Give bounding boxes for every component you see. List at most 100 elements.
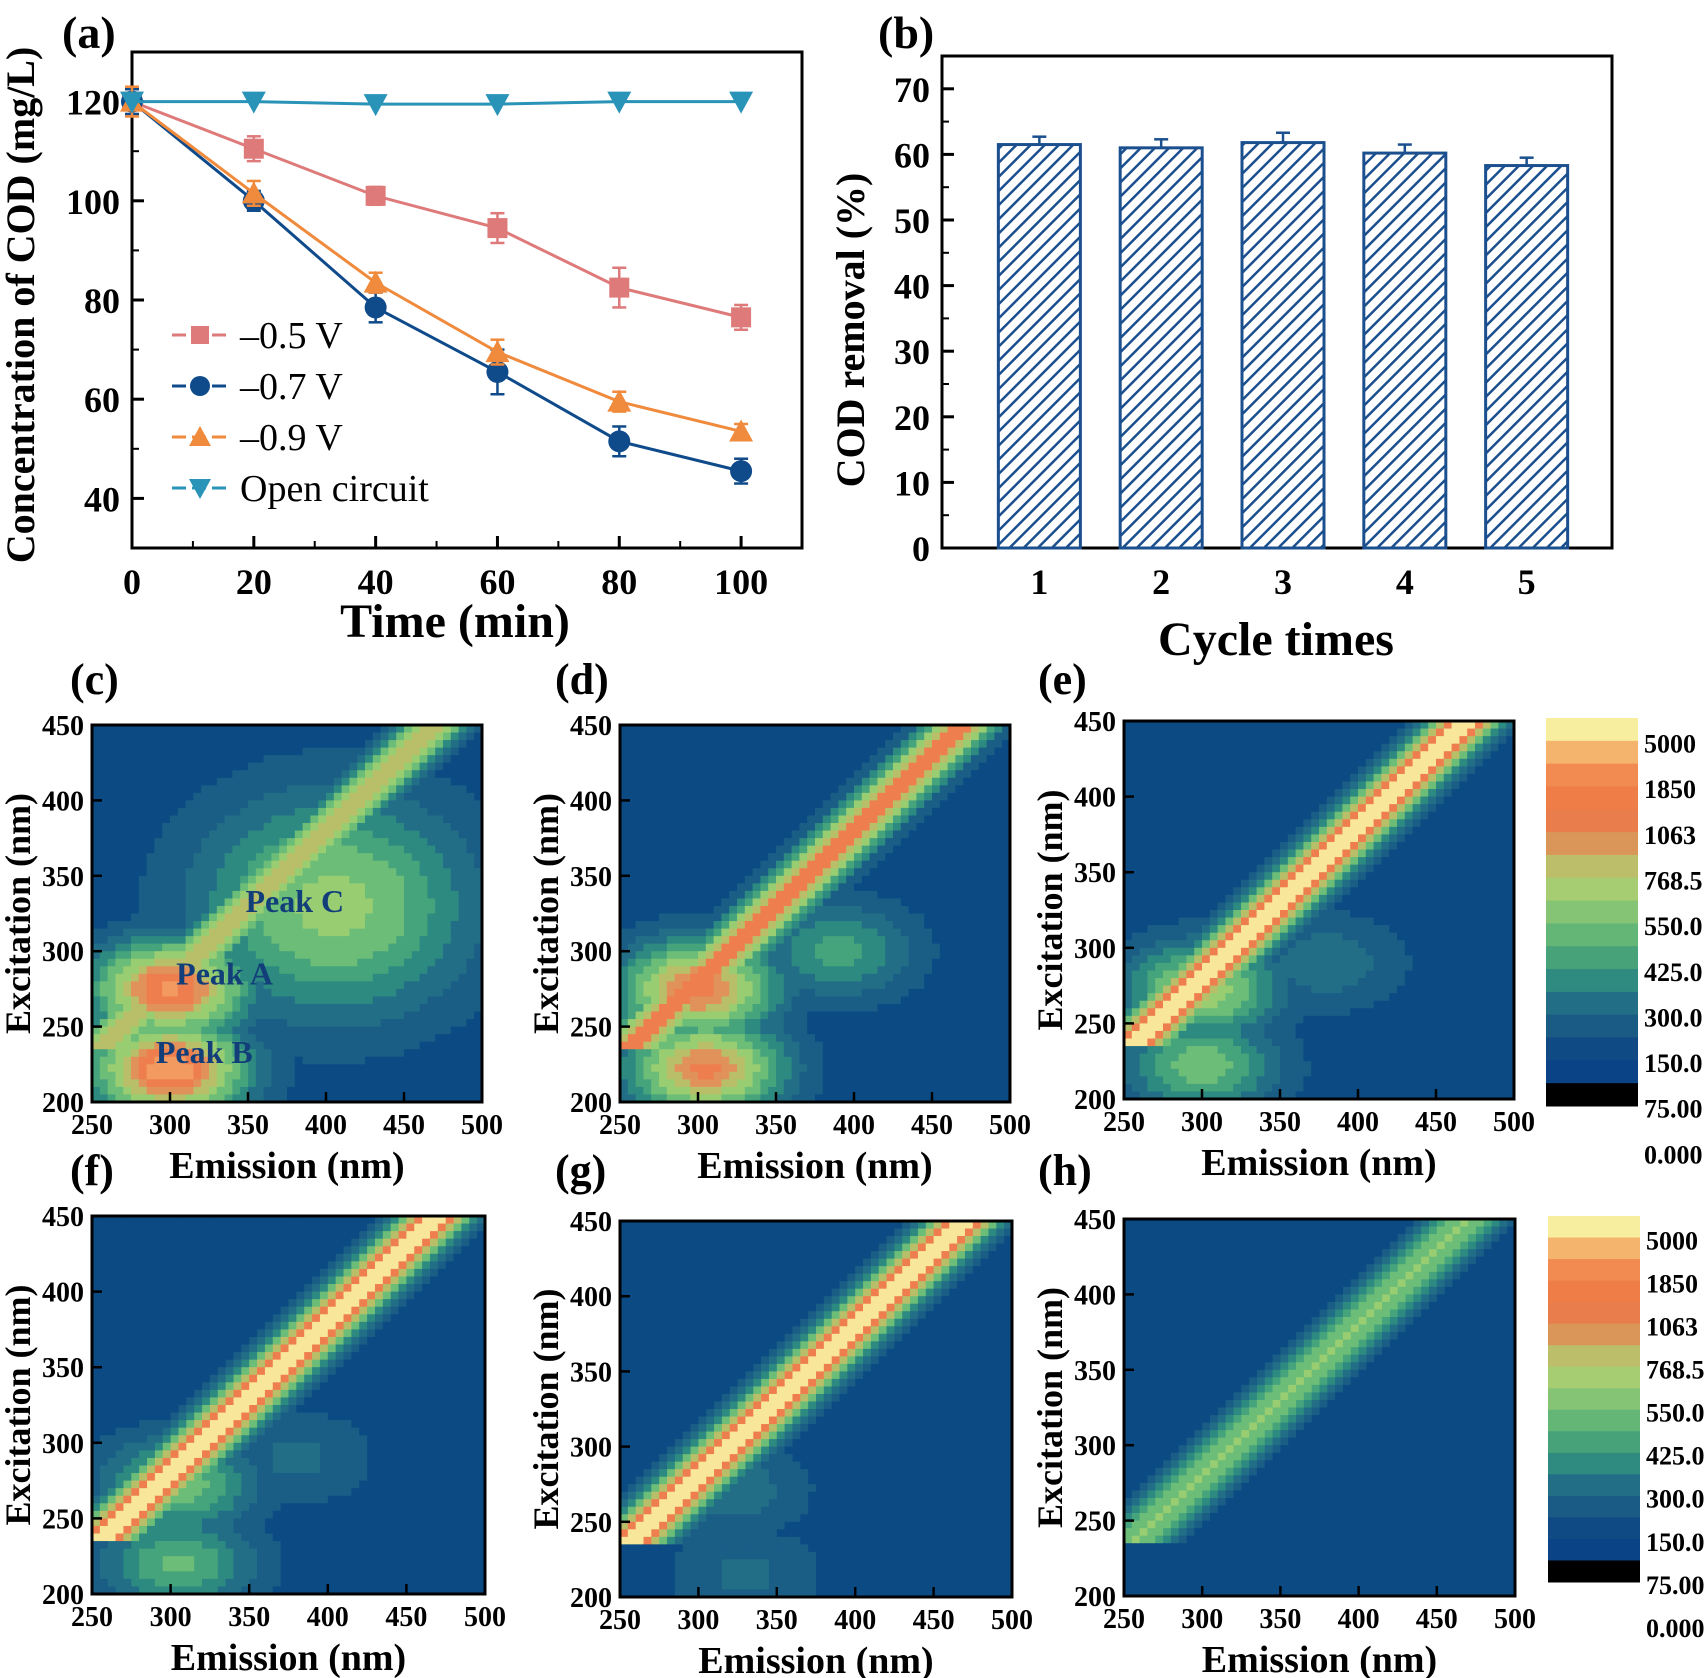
- contour-cell: [435, 785, 444, 794]
- contour-cell: [162, 1079, 171, 1088]
- contour-cell: [900, 1011, 910, 1020]
- contour-cell: [924, 1011, 933, 1020]
- marker-triangle-down: [607, 91, 632, 114]
- contour-cell: [861, 913, 871, 922]
- contour-cell: [146, 1003, 155, 1013]
- contour-cell: [123, 928, 132, 937]
- contour-cell: [659, 1041, 668, 1050]
- contour-cell: [877, 747, 886, 756]
- contour-cell: [783, 860, 793, 869]
- contour-cell: [971, 966, 980, 975]
- contour-cell: [869, 943, 878, 952]
- contour-cell: [620, 815, 629, 824]
- contour-cell: [776, 905, 785, 915]
- contour-cell: [838, 905, 847, 915]
- contour-cell: [744, 936, 754, 945]
- contour-cell: [318, 830, 327, 839]
- contour-cell: [885, 966, 894, 975]
- contour-cell: [908, 785, 917, 794]
- contour-cell: [162, 1064, 171, 1073]
- contour-cell: [310, 966, 319, 975]
- contour-cell: [635, 958, 644, 967]
- contour-cell: [154, 981, 163, 990]
- contour-cell: [263, 1056, 272, 1065]
- contour-cell: [209, 1026, 218, 1035]
- contour-cell: [627, 1019, 637, 1028]
- contour-cell: [955, 740, 964, 749]
- contour-cell: [620, 928, 629, 937]
- contour-cell: [986, 1056, 995, 1065]
- contour-cell: [674, 747, 683, 756]
- contour-cell: [123, 936, 132, 945]
- contour-cell: [357, 943, 366, 952]
- contour-cell: [177, 905, 187, 915]
- contour-cell: [107, 740, 116, 749]
- contour-cell: [411, 815, 421, 824]
- contour-cell: [263, 905, 272, 915]
- contour-cell: [877, 770, 886, 779]
- contour-cell: [357, 1034, 366, 1043]
- marker-square: [609, 277, 630, 298]
- contour-cell: [916, 868, 925, 877]
- contour-cell: [279, 1079, 288, 1088]
- contour-cell: [107, 845, 116, 854]
- contour-cell: [986, 951, 995, 960]
- contour-cell: [651, 958, 660, 967]
- contour-cell: [349, 1026, 358, 1035]
- contour-cell: [318, 838, 327, 847]
- contour-cell: [232, 853, 241, 862]
- contour-cell: [674, 1064, 683, 1073]
- contour-cell: [908, 1026, 917, 1035]
- contour-cell: [287, 973, 296, 982]
- contour-cell: [783, 823, 793, 832]
- x-tick-label: 100: [714, 562, 768, 602]
- contour-cell: [115, 905, 124, 915]
- contour-cell: [955, 936, 964, 945]
- marker-triangle-down: [363, 94, 388, 117]
- contour-cell: [255, 785, 265, 794]
- contour-cell: [994, 898, 1003, 907]
- contour-cell: [92, 1086, 101, 1096]
- contour-cell: [737, 913, 746, 922]
- contour-cell: [799, 1034, 808, 1043]
- contour-cell: [318, 732, 327, 741]
- contour-cell: [240, 815, 249, 824]
- contour-cell: [396, 755, 405, 764]
- contour-cell: [807, 845, 816, 854]
- contour-cell: [185, 740, 194, 749]
- contour-cell: [791, 725, 800, 734]
- contour-cell: [900, 913, 910, 922]
- contour-cell: [138, 755, 148, 764]
- contour-cell: [279, 875, 288, 884]
- contour-cell: [177, 785, 187, 794]
- contour-cell: [815, 838, 824, 847]
- contour-cell: [302, 1049, 311, 1058]
- contour-cell: [209, 966, 218, 975]
- contour-cell: [310, 725, 319, 734]
- contour-cell: [783, 958, 793, 967]
- contour-cell: [388, 936, 397, 945]
- contour-cell: [713, 792, 722, 801]
- contour-cell: [846, 785, 855, 794]
- contour-cell: [224, 1049, 233, 1058]
- contour-cell: [224, 1056, 233, 1065]
- contour-cell: [99, 823, 109, 832]
- contour-cell: [830, 898, 839, 907]
- contour-cell: [357, 875, 366, 884]
- contour-cell: [248, 1079, 257, 1088]
- contour-cell: [932, 875, 941, 884]
- contour-cell: [209, 868, 218, 877]
- contour-cell: [107, 973, 116, 982]
- contour-cell: [326, 1049, 335, 1058]
- contour-cell: [939, 943, 949, 952]
- contour-cell: [411, 966, 421, 975]
- contour-cell: [955, 928, 964, 937]
- contour-cell: [713, 747, 722, 756]
- contour-cell: [279, 740, 288, 749]
- contour-cell: [822, 1049, 832, 1058]
- contour-cell: [404, 1026, 413, 1035]
- contour-cell: [443, 1041, 452, 1050]
- contour-cell: [783, 913, 793, 922]
- contour-cell: [900, 815, 910, 824]
- contour-cell: [146, 905, 155, 915]
